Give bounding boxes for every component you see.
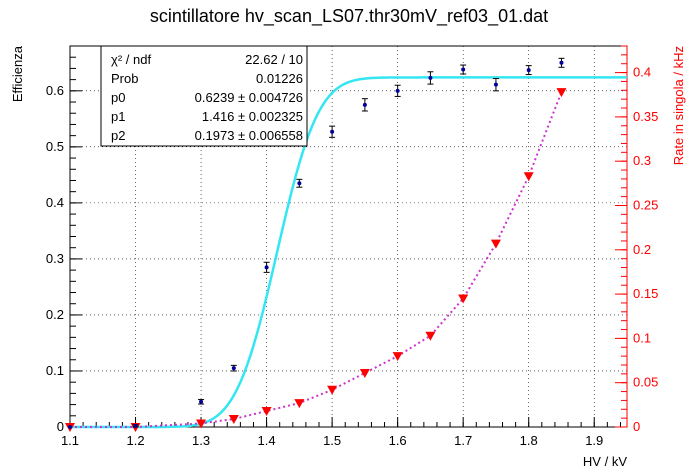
stats-label: p0	[111, 90, 125, 105]
rate-point	[228, 415, 239, 425]
efficiency-point	[68, 425, 72, 429]
x-tick-label: 1.8	[520, 433, 538, 448]
efficiency-point	[297, 181, 302, 186]
y-tick-label: 0.4	[46, 195, 64, 210]
x-tick-label: 1.6	[389, 433, 407, 448]
left-axis: 0 0.1 0.2 0.3 0.4 0.5 0.6	[46, 45, 82, 434]
efficiency-point	[231, 366, 236, 371]
x-axis-title: HV / kV	[583, 454, 627, 469]
y-right-tick-label: 0.4	[633, 65, 651, 80]
efficiency-point	[461, 67, 466, 72]
x-tick-label: 1.2	[126, 433, 144, 448]
y-tick-label: 0.2	[46, 307, 64, 322]
rate-point	[294, 399, 305, 409]
y-right-tick-label: 0.15	[633, 286, 658, 301]
y-right-tick-label: 0	[633, 419, 640, 434]
y-right-tick-label: 0.35	[633, 109, 658, 124]
right-axis: 0 0.05 0.1 0.15 0.2 0.25 0.3 0.35 0.4	[615, 45, 658, 434]
y-axis-right-title: Rate in singola / kHz	[671, 46, 686, 165]
efficiency-point	[264, 265, 269, 270]
rate-point	[425, 331, 436, 341]
stats-label: χ² / ndf	[111, 52, 151, 67]
efficiency-point	[133, 423, 138, 428]
stats-value: 1.416 ± 0.002325	[202, 109, 303, 124]
rate-point	[523, 172, 534, 182]
x-tick-label: 1.5	[323, 433, 341, 448]
efficiency-point	[526, 68, 531, 73]
efficiency-point	[199, 399, 204, 404]
y-right-tick-label: 0.1	[633, 330, 651, 345]
stats-label: p1	[111, 109, 125, 124]
rate-point	[392, 352, 403, 362]
efficiency-point	[395, 88, 400, 93]
series-layer	[65, 57, 627, 432]
stats-box: χ² / ndf 22.62 / 10 Prob 0.01226 p0 0.6239 ± …	[100, 45, 308, 147]
bottom-axis: 1.1 1.2 1.3 1.4 1.5 1.6 1.7 1.8 1.9	[61, 417, 621, 448]
y-tick-label: 0.5	[46, 139, 64, 154]
stats-box-frame	[100, 45, 308, 147]
stats-label: Prob	[111, 71, 138, 86]
fit-curve	[70, 76, 627, 429]
y-tick-label: 0.6	[46, 83, 64, 98]
y-right-tick-label: 0.05	[633, 375, 658, 390]
y-tick-label: 0.3	[46, 251, 64, 266]
efficiency-point	[428, 75, 433, 80]
y-tick-label: 0.1	[46, 363, 64, 378]
stats-value: 0.1973 ± 0.006558	[195, 128, 303, 143]
y-right-tick-label: 0.25	[633, 197, 658, 212]
efficiency-point	[493, 82, 498, 87]
efficiency-point	[362, 102, 367, 107]
x-tick-label: 1.9	[585, 433, 603, 448]
y-axis-title: Efficienza	[10, 45, 25, 102]
rate-point	[458, 294, 469, 304]
chart-title: scintillatore hv_scan_LS07.thr30mV_ref03…	[150, 6, 548, 27]
x-tick-label: 1.7	[454, 433, 472, 448]
stats-value: 0.01226	[256, 71, 303, 86]
x-tick-label: 1.3	[192, 433, 210, 448]
x-tick-label: 1.4	[258, 433, 276, 448]
rate-point	[359, 368, 370, 378]
y-right-tick-label: 0.2	[633, 242, 651, 257]
rate-point	[327, 385, 338, 395]
y-tick-label: 0	[57, 419, 64, 434]
rate-point	[261, 407, 272, 417]
efficiency-point	[559, 60, 564, 65]
rate-point	[490, 239, 501, 249]
x-tick-label: 1.1	[61, 433, 79, 448]
rate-point	[556, 88, 567, 98]
stats-value: 0.6239 ± 0.004726	[195, 90, 303, 105]
y-right-tick-label: 0.3	[633, 153, 651, 168]
rate-line	[70, 91, 563, 428]
rate-point	[196, 419, 207, 429]
stats-value: 22.62 / 10	[245, 52, 303, 67]
stats-label: p2	[111, 128, 125, 143]
efficiency-point	[330, 129, 335, 134]
